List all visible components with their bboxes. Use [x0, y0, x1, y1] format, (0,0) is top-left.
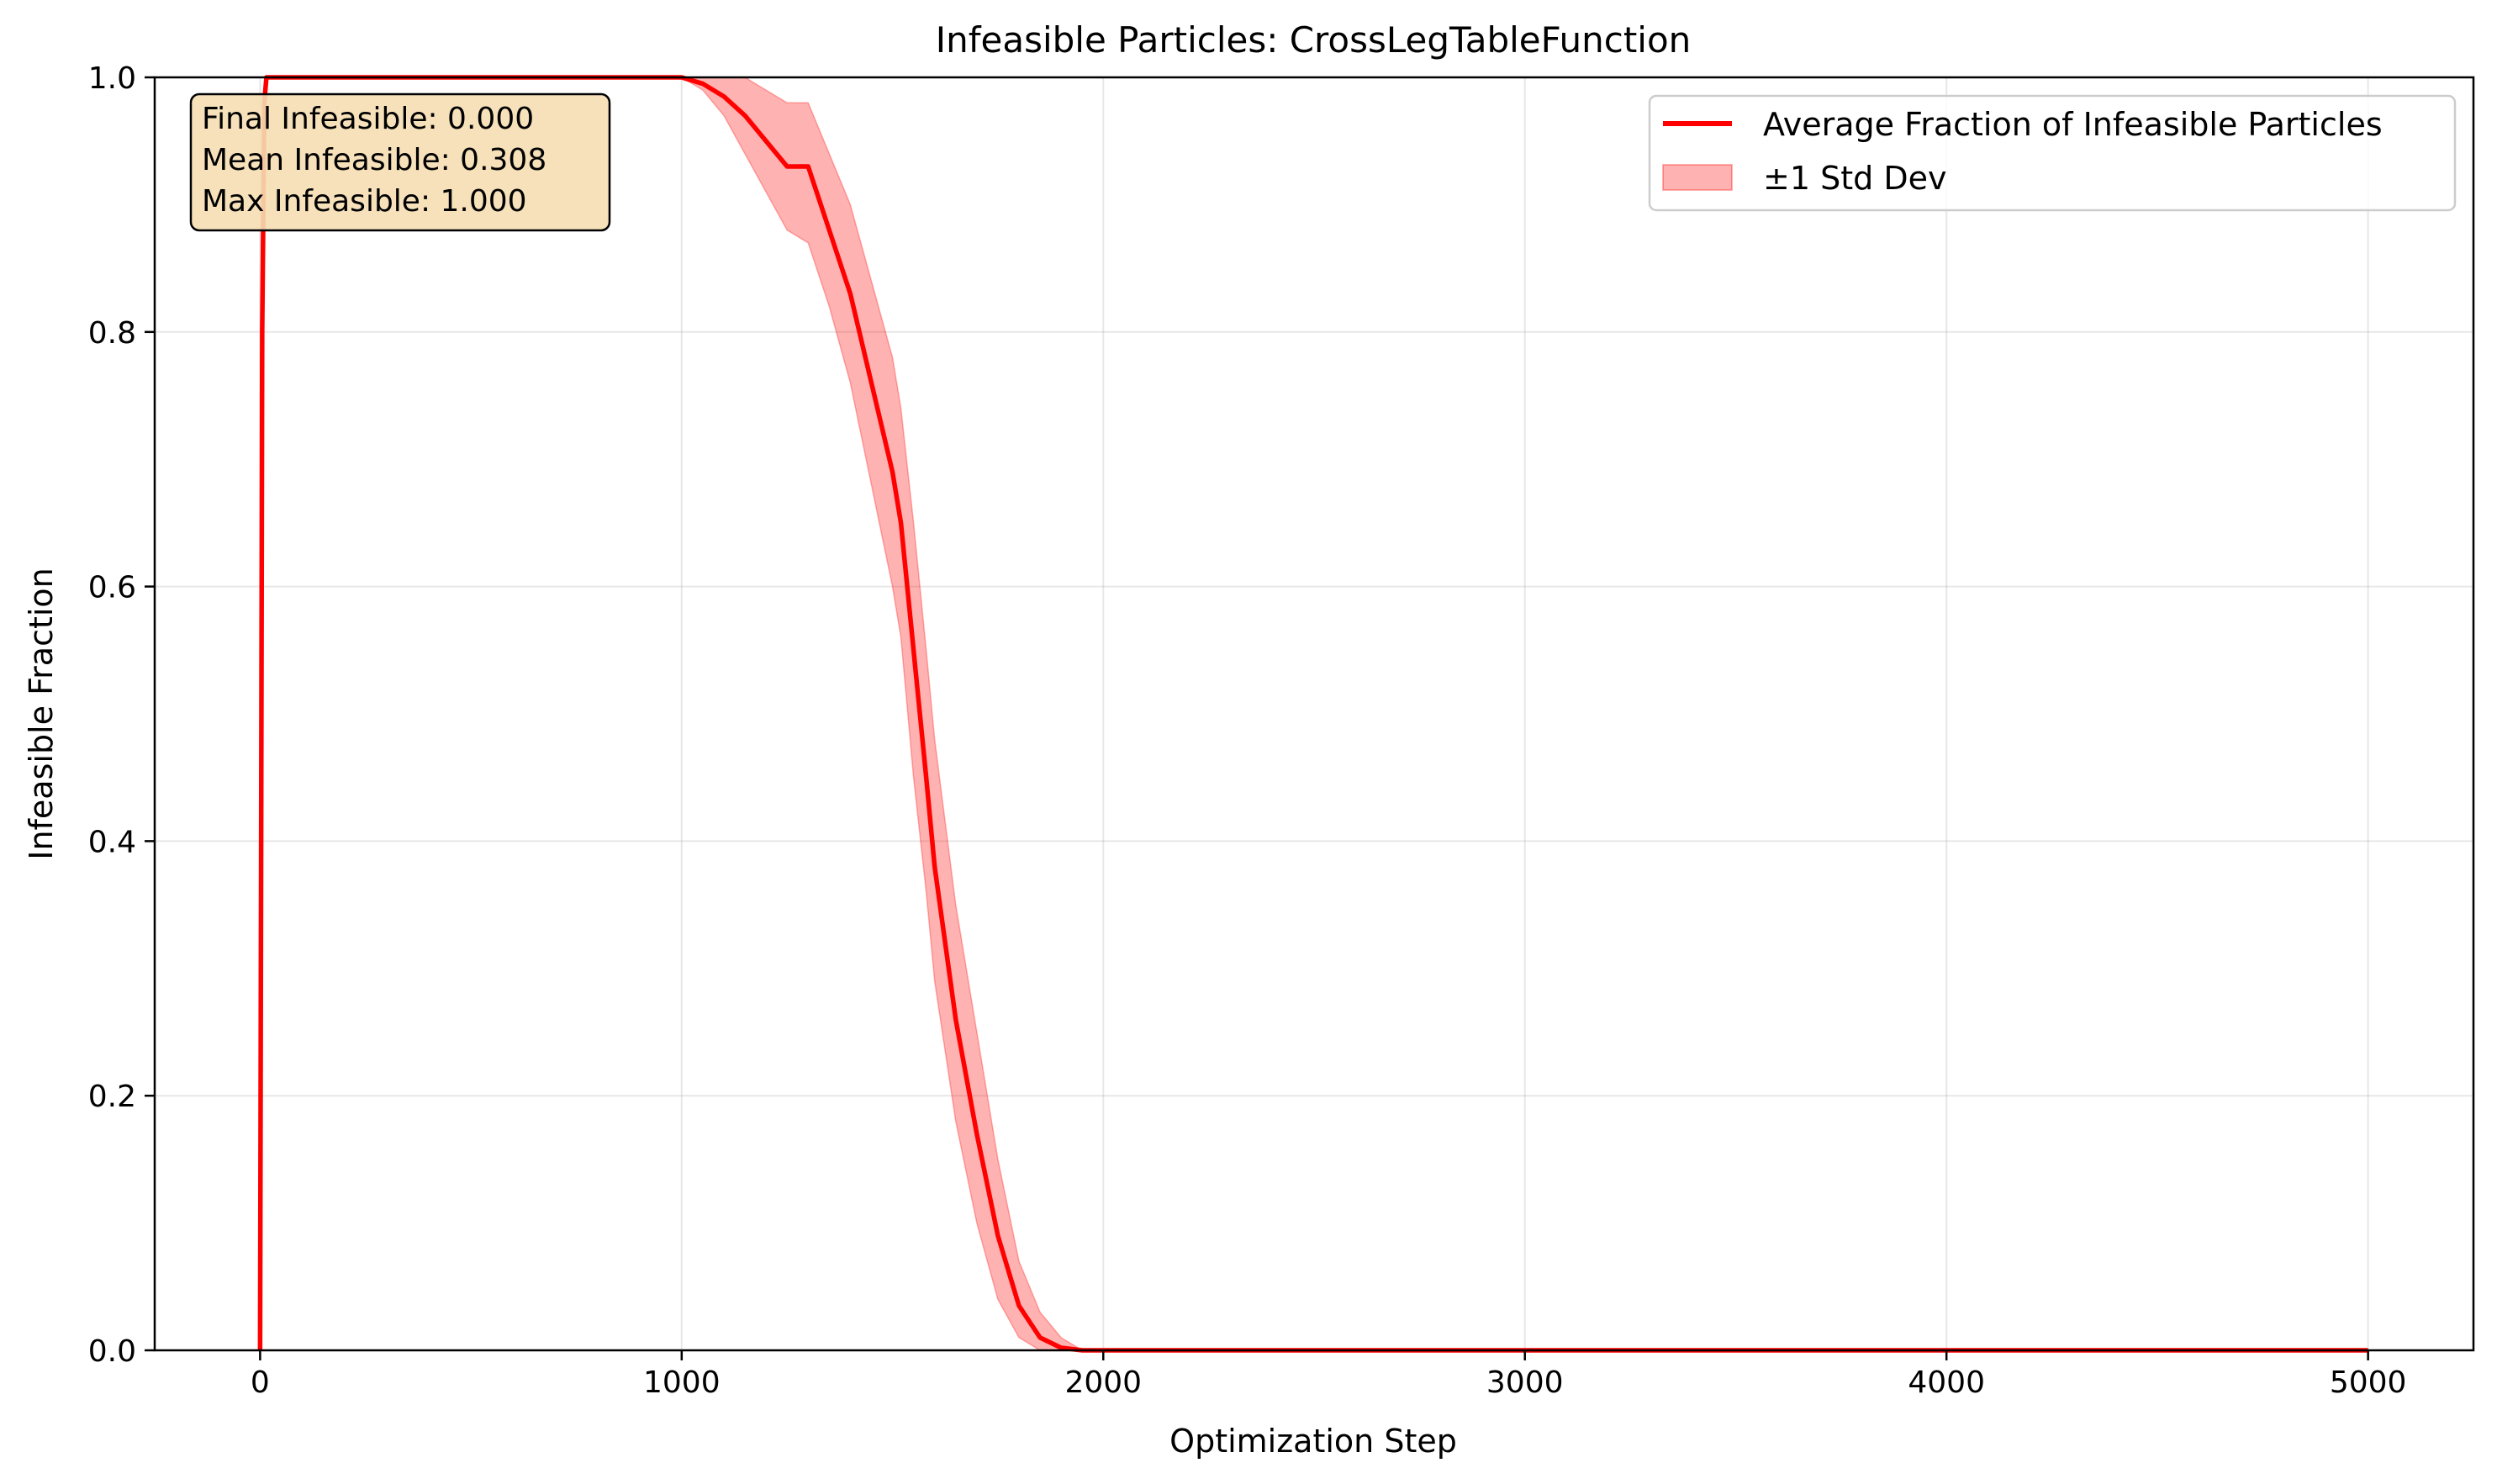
plot-frame: [153, 76, 2475, 1352]
x-tick-label: 4000: [1908, 1365, 1985, 1400]
y-tick-label: 0.0: [88, 1334, 136, 1369]
y-axis-ticks: 0.0 0.2 0.4 0.6 0.8 1.0: [88, 61, 155, 1369]
y-tick-label: 1.0: [88, 61, 136, 96]
x-tick-label: 1000: [643, 1365, 721, 1400]
legend-background: [1648, 94, 2457, 212]
x-tick-label: 3000: [1486, 1365, 1564, 1400]
std-dev-band-area: [679, 77, 1085, 1351]
stats-max-infeasible: Max Infeasible: 1.000: [202, 184, 527, 219]
stats-box: Final Infeasible: 0.000 Mean Infeasible:…: [189, 92, 611, 232]
std-dev-band: [679, 77, 1085, 1351]
y-tick-label: 0.4: [88, 825, 136, 859]
legend-band-label: ±1 Std Dev: [1763, 160, 1946, 197]
x-axis-ticks: 0 1000 2000 3000 4000 5000: [251, 1350, 2407, 1400]
series-line-average-infeasible: [257, 75, 2368, 1353]
x-tick-label: 5000: [2330, 1365, 2407, 1400]
x-axis-label: Optimization Step: [1169, 1423, 1457, 1460]
y-tick-label: 0.6: [88, 571, 136, 605]
y-tick-label: 0.2: [88, 1080, 136, 1114]
stats-final-infeasible: Final Infeasible: 0.000: [202, 102, 534, 136]
x-tick-label: 2000: [1064, 1365, 1142, 1400]
legend-line-label: Average Fraction of Infeasible Particles: [1763, 106, 2383, 143]
chart-title: Infeasible Particles: CrossLegTableFunct…: [936, 19, 1692, 61]
legend: Average Fraction of Infeasible Particles…: [1648, 94, 2457, 212]
stats-box-background: [189, 92, 611, 232]
y-tick-label: 0.8: [88, 316, 136, 351]
stats-mean-infeasible: Mean Infeasible: 0.308: [202, 143, 546, 177]
legend-band-swatch: [1662, 164, 1733, 191]
x-tick-label: 0: [251, 1365, 270, 1400]
series-lines: [257, 75, 2368, 1353]
gridlines: [155, 77, 2473, 1351]
y-axis-label: Infeasible Fraction: [23, 568, 60, 860]
